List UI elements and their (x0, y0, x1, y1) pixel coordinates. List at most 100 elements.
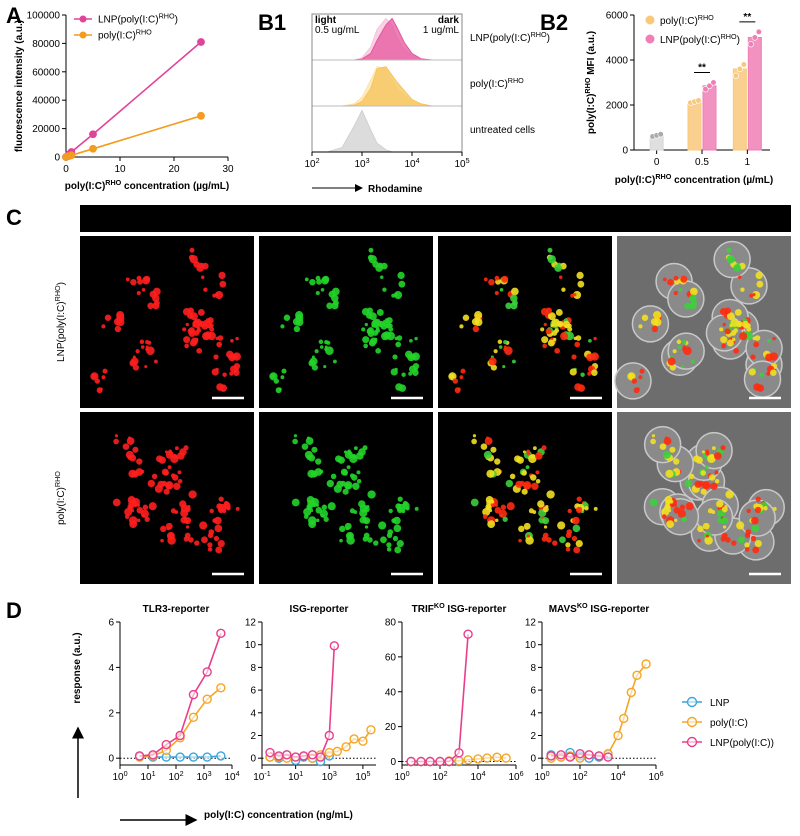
signal-spot (499, 287, 504, 292)
signal-spot (164, 450, 168, 454)
signal-spot (141, 287, 146, 292)
signal-spot (714, 470, 719, 475)
signal-spot (680, 275, 688, 283)
data-point (603, 752, 613, 762)
signal-spot (136, 507, 144, 514)
y-tick-label: 80 (385, 618, 397, 629)
signal-spot (726, 255, 735, 264)
x-tick-label: 102 (304, 156, 319, 171)
signal-spot (182, 327, 187, 332)
signal-spot (301, 443, 309, 450)
x-axis-label: poly(I:C)RHO concentration (µg/mL) (65, 178, 230, 193)
signal-spot (366, 328, 373, 335)
signal-spot (484, 437, 493, 445)
signal-spot (139, 339, 145, 345)
signal-spot (394, 290, 403, 300)
signal-spot (753, 383, 761, 391)
signal-spot (567, 326, 573, 332)
signal-spot (752, 546, 760, 554)
signal-spot (752, 336, 757, 341)
signal-spot (187, 328, 194, 335)
signal-spot (318, 339, 324, 345)
y-tick-label: 100000 (27, 11, 61, 22)
replicate-point (702, 86, 709, 93)
signal-spot (532, 510, 537, 514)
data-point (366, 725, 376, 735)
x-tick-label: 102 (432, 769, 447, 784)
signal-spot (305, 437, 314, 445)
signal-spot (315, 507, 323, 514)
text-part: 3 (208, 769, 212, 778)
x-tick-label: 20 (168, 164, 180, 175)
signal-spot (700, 488, 707, 495)
signal-spot (711, 510, 716, 514)
bar (747, 37, 762, 151)
signal-spot (145, 339, 150, 345)
text-part: 4 (482, 769, 486, 778)
signal-spot (292, 438, 298, 445)
signal-spot (331, 287, 340, 296)
signal-spot (136, 458, 143, 465)
text-part: RHO (53, 285, 62, 301)
y-tick-label: 10 (245, 640, 257, 651)
y-tick-label: 2 (530, 731, 536, 742)
x-tick-label: 0 (63, 164, 69, 175)
signal-spot (207, 547, 213, 552)
signal-spot (550, 323, 554, 328)
signal-spot (702, 522, 710, 530)
signal-spot (546, 490, 555, 499)
text-part: 10 (648, 772, 660, 783)
signal-spot (378, 322, 384, 328)
text-part: RHO (105, 178, 121, 187)
text-part: RHO (583, 77, 592, 93)
signal-spot (669, 446, 676, 453)
text-part: 10 (304, 159, 316, 170)
text-part: ) (56, 282, 67, 285)
signal-spot (553, 337, 557, 342)
signal-spot (351, 454, 357, 460)
signal-spot (541, 336, 549, 344)
signal-spot (130, 278, 137, 286)
signal-spot (339, 538, 343, 543)
signal-spot (561, 287, 566, 292)
data-point (463, 629, 473, 639)
signal-spot (212, 293, 217, 298)
signal-spot (323, 365, 327, 369)
signal-spot (395, 341, 402, 348)
signal-spot (521, 488, 528, 495)
signal-spot (576, 271, 584, 280)
signal-spot (332, 359, 337, 364)
signal-spot (167, 465, 172, 470)
text-part: MFI (a.u.) (586, 31, 597, 78)
signal-spot (147, 302, 154, 310)
signal-spot (157, 480, 165, 488)
signal-spot (495, 518, 499, 523)
signal-spot (694, 480, 702, 488)
signal-spot (364, 322, 368, 327)
text-part: 5 (366, 769, 370, 778)
text-part: poly(I:C) (660, 16, 698, 27)
signal-spot (202, 332, 211, 341)
x-tick-label: 100 (394, 769, 409, 784)
text-part: 10 (454, 159, 466, 170)
signal-spot (137, 518, 141, 523)
signal-spot (214, 524, 223, 533)
series-line (65, 115, 202, 158)
signal-spot (697, 538, 701, 543)
signal-spot (122, 443, 130, 450)
signal-spot (201, 275, 205, 279)
signal-spot (172, 454, 178, 460)
significance-label: ** (698, 63, 706, 74)
y-tick-label: 2000 (606, 101, 629, 112)
row-label: poly(I:C)RHO (53, 471, 68, 525)
y-tick-label: 40 (385, 687, 397, 698)
signal-spot (472, 434, 477, 438)
signal-spot (525, 536, 534, 545)
signal-spot (497, 339, 503, 345)
signal-spot (380, 536, 387, 544)
signal-spot (666, 520, 675, 529)
text-part: 3 (366, 156, 370, 165)
signal-spot (591, 369, 598, 376)
signal-spot (748, 368, 756, 376)
annotation: light (315, 15, 337, 26)
